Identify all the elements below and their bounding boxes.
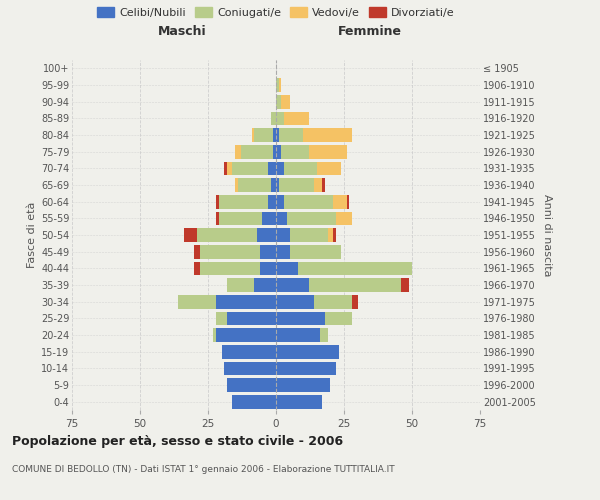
Bar — [276, 128, 279, 142]
Bar — [251, 128, 254, 142]
Bar — [276, 262, 298, 275]
Bar — [260, 262, 276, 275]
Bar — [298, 262, 412, 275]
Bar — [276, 95, 281, 108]
Bar — [276, 328, 320, 342]
Bar — [276, 245, 290, 258]
Bar — [276, 378, 331, 392]
Bar — [227, 162, 232, 175]
Bar — [224, 362, 276, 375]
Bar — [257, 228, 276, 242]
Bar — [276, 395, 322, 408]
Bar — [322, 178, 325, 192]
Legend: Celibi/Nubili, Coniugati/e, Vedovi/e, Divorziati/e: Celibi/Nubili, Coniugati/e, Vedovi/e, Di… — [93, 2, 459, 22]
Bar — [276, 145, 281, 158]
Bar — [273, 128, 276, 142]
Bar — [284, 112, 308, 125]
Bar — [268, 195, 276, 208]
Bar — [276, 312, 325, 325]
Text: Popolazione per età, sesso e stato civile - 2006: Popolazione per età, sesso e stato civil… — [12, 435, 343, 448]
Bar — [178, 295, 216, 308]
Bar — [241, 145, 273, 158]
Bar — [227, 312, 276, 325]
Bar — [347, 195, 349, 208]
Bar — [336, 212, 352, 225]
Bar — [276, 162, 284, 175]
Bar — [352, 295, 358, 308]
Bar — [232, 162, 268, 175]
Bar — [254, 278, 276, 292]
Bar — [254, 128, 273, 142]
Bar — [184, 228, 197, 242]
Bar — [284, 162, 317, 175]
Bar — [235, 145, 241, 158]
Bar — [287, 212, 336, 225]
Bar — [276, 362, 336, 375]
Y-axis label: Anni di nascita: Anni di nascita — [542, 194, 553, 276]
Bar — [227, 278, 254, 292]
Bar — [276, 228, 290, 242]
Bar — [273, 145, 276, 158]
Bar — [328, 228, 333, 242]
Bar — [276, 295, 314, 308]
Bar — [271, 178, 276, 192]
Bar — [279, 78, 281, 92]
Bar — [197, 228, 257, 242]
Bar — [333, 228, 336, 242]
Bar — [401, 278, 409, 292]
Bar — [235, 178, 238, 192]
Bar — [290, 228, 328, 242]
Bar — [219, 212, 262, 225]
Bar — [303, 128, 352, 142]
Bar — [308, 145, 347, 158]
Bar — [276, 78, 279, 92]
Bar — [194, 262, 200, 275]
Bar — [276, 112, 284, 125]
Bar — [271, 112, 276, 125]
Bar — [290, 245, 341, 258]
Bar — [268, 162, 276, 175]
Y-axis label: Fasce di età: Fasce di età — [26, 202, 37, 268]
Bar — [224, 162, 227, 175]
Bar — [276, 345, 338, 358]
Text: COMUNE DI BEDOLLO (TN) - Dati ISTAT 1° gennaio 2006 - Elaborazione TUTTITALIA.IT: COMUNE DI BEDOLLO (TN) - Dati ISTAT 1° g… — [12, 465, 395, 474]
Text: Femmine: Femmine — [338, 24, 402, 38]
Bar — [216, 328, 276, 342]
Bar — [200, 262, 260, 275]
Bar — [279, 128, 303, 142]
Bar — [276, 178, 279, 192]
Bar — [281, 145, 308, 158]
Bar — [276, 212, 287, 225]
Bar — [276, 195, 284, 208]
Bar — [325, 312, 352, 325]
Bar — [317, 162, 341, 175]
Bar — [216, 312, 227, 325]
Bar — [260, 245, 276, 258]
Bar — [314, 178, 322, 192]
Bar — [333, 195, 347, 208]
Bar — [214, 328, 216, 342]
Bar — [227, 378, 276, 392]
Bar — [232, 395, 276, 408]
Bar — [200, 245, 260, 258]
Bar — [238, 178, 271, 192]
Bar — [308, 278, 401, 292]
Bar — [216, 295, 276, 308]
Bar — [276, 278, 308, 292]
Bar — [194, 245, 200, 258]
Bar — [219, 195, 268, 208]
Bar — [281, 95, 290, 108]
Bar — [320, 328, 328, 342]
Bar — [284, 195, 333, 208]
Bar — [221, 345, 276, 358]
Text: Maschi: Maschi — [158, 24, 206, 38]
Bar — [279, 178, 314, 192]
Bar — [314, 295, 352, 308]
Bar — [216, 195, 219, 208]
Bar — [262, 212, 276, 225]
Bar — [216, 212, 219, 225]
